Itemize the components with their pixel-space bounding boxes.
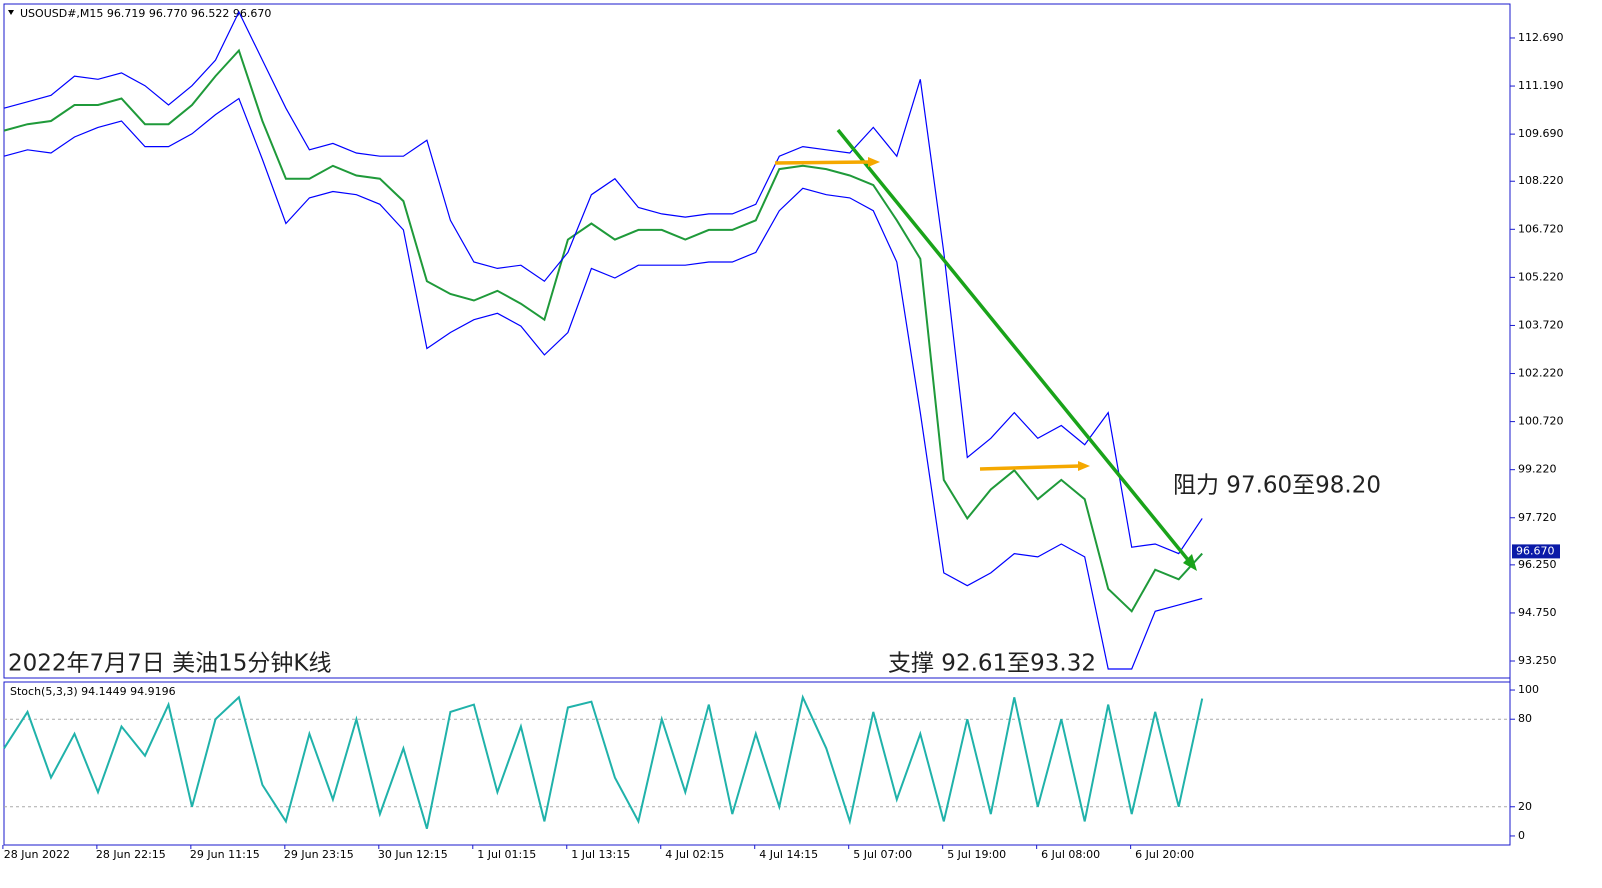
- x-tick-label: 29 Jun 23:15: [284, 848, 354, 861]
- collapse-icon[interactable]: [8, 10, 14, 15]
- x-tick-label: 6 Jul 08:00: [1041, 848, 1100, 861]
- plot: 112.690 111.190 109.690 108.220 106.720 105.2…: [2, 10, 1564, 861]
- y-tick-label: 99.220: [1518, 463, 1557, 476]
- y-tick-label: 112.690: [1518, 31, 1564, 44]
- x-tick-label: 28 Jun 2022: [4, 848, 70, 861]
- y-tick-label: 0: [1518, 829, 1525, 842]
- arrow-head: [1183, 554, 1197, 571]
- stoch-title: Stoch(5,3,3) 94.1449 94.9196: [10, 685, 176, 698]
- y-tick-label: 93.250: [1518, 654, 1557, 667]
- x-tick-label: 6 Jul 20:00: [1135, 848, 1194, 861]
- trend-line: [836, 128, 1195, 568]
- arrow-head: [868, 157, 880, 167]
- level-line: [774, 160, 871, 165]
- y-tick-label: 80: [1518, 712, 1532, 725]
- y-tick-label: 106.720: [1518, 222, 1564, 235]
- y-tick-label: 96.250: [1518, 558, 1557, 571]
- y-tick-label: 20: [1518, 800, 1532, 813]
- x-tick-label: 30 Jun 12:15: [378, 848, 448, 861]
- y-tick-label: 111.190: [1518, 79, 1564, 92]
- y-tick-label: 109.690: [1518, 127, 1564, 140]
- y-tick-label: 100.720: [1518, 415, 1564, 428]
- series-line: [3, 694, 1204, 829]
- x-tick-label: 1 Jul 01:15: [477, 848, 536, 861]
- y-tick-label: 108.220: [1518, 174, 1564, 187]
- trend-lines: [774, 128, 1197, 571]
- chart-caption: 2022年7月7日 美油15分钟K线: [8, 651, 331, 677]
- x-tick-label: 4 Jul 02:15: [665, 848, 724, 861]
- x-tick-label: 29 Jun 11:15: [190, 848, 260, 861]
- y-tick-label: 105.220: [1518, 270, 1564, 283]
- last-price-box: [1512, 544, 1560, 559]
- support-note: 支撑 92.61至93.32: [888, 651, 1096, 677]
- series-line: [3, 97, 1203, 670]
- price-title: USOUSD#,M15 96.719 96.770 96.522 96.670: [20, 7, 271, 20]
- x-tick-label: 28 Jun 22:15: [96, 848, 166, 861]
- last-price-label: 96.670: [1516, 544, 1555, 557]
- y-tick-label: 103.720: [1518, 318, 1564, 331]
- x-tick-label: 5 Jul 19:00: [947, 848, 1006, 861]
- y-tick-label: 94.750: [1518, 606, 1557, 619]
- series-line: [3, 48, 1203, 613]
- arrow-head: [1078, 461, 1090, 471]
- x-tick-label: 4 Jul 14:15: [759, 848, 818, 861]
- y-tick-label: 97.720: [1518, 511, 1557, 524]
- x-tick-label: 1 Jul 13:15: [571, 848, 630, 861]
- x-tick-label: 5 Jul 07:00: [853, 848, 912, 861]
- y-tick-label: 102.220: [1518, 367, 1564, 380]
- y-tick-label: 100: [1518, 683, 1539, 696]
- series-line: [3, 10, 1203, 555]
- level-line: [979, 464, 1081, 471]
- resistance-note: 阻力 97.60至98.20: [1173, 473, 1381, 499]
